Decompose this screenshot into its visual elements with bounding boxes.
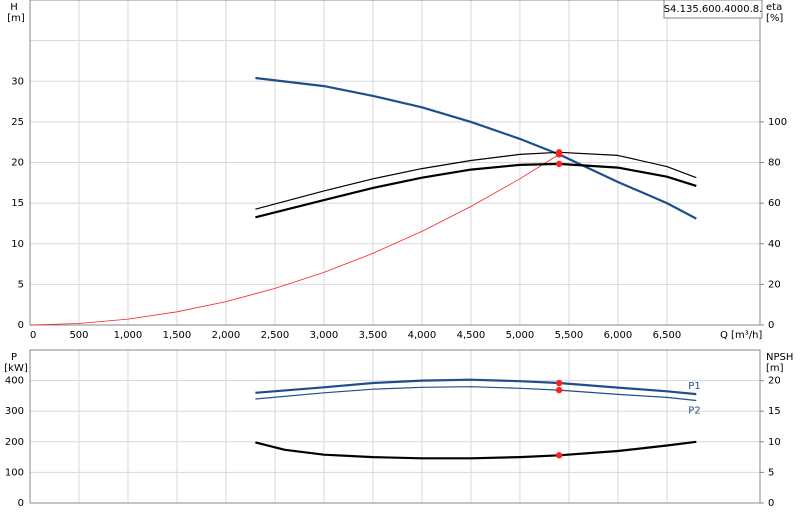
curve xyxy=(255,440,697,460)
curve xyxy=(29,154,560,326)
x-tick-label: 2,000 xyxy=(212,330,241,341)
y2-tick-label: 100 xyxy=(768,117,787,128)
x-tick-label: 3,000 xyxy=(310,330,339,341)
y-tick-label: 10 xyxy=(11,239,24,250)
y-tick-label: 25 xyxy=(11,117,24,128)
series-label: P1 xyxy=(688,381,700,392)
y2-tick-label: 5 xyxy=(768,467,774,478)
plot-frame xyxy=(29,349,761,504)
y2-axis-unit: [%] xyxy=(766,13,783,24)
x-tick-label: 5,000 xyxy=(506,330,535,341)
x-tick-label: 0 xyxy=(30,330,36,341)
duty-point xyxy=(555,160,563,168)
y-tick-label: 100 xyxy=(5,467,24,478)
y2-tick-label: 40 xyxy=(768,239,781,250)
y2-tick-label: 10 xyxy=(768,437,781,448)
chart-title: S4.135.600.4000.8. xyxy=(664,4,763,15)
y-tick-label: 0 xyxy=(18,498,24,509)
series-label: P2 xyxy=(688,405,700,416)
x-tick-label: 2,500 xyxy=(261,330,290,341)
curve xyxy=(255,162,697,219)
y-tick-label: 400 xyxy=(5,376,24,387)
y-axis-unit: [kW] xyxy=(4,363,28,374)
y-tick-label: 20 xyxy=(11,158,24,169)
duty-point xyxy=(555,379,563,387)
duty-point xyxy=(555,386,563,394)
x-tick-label: 4,000 xyxy=(408,330,437,341)
y-axis-unit: [m] xyxy=(7,13,25,24)
x-tick-label: 3,500 xyxy=(359,330,388,341)
x-tick-label: 1,500 xyxy=(163,330,192,341)
y-tick-label: 15 xyxy=(11,198,24,209)
y2-axis-unit: [m] xyxy=(766,363,784,374)
y-axis-label: P xyxy=(11,352,17,363)
y-tick-label: 300 xyxy=(5,406,24,417)
y2-axis-label: eta xyxy=(766,2,782,13)
plot-frame xyxy=(29,0,761,326)
curve xyxy=(255,386,697,402)
duty-point xyxy=(555,452,563,459)
duty-point xyxy=(555,149,563,156)
x-tick-label: 6,500 xyxy=(653,330,682,341)
x-tick-label: 4,500 xyxy=(457,330,486,341)
y-tick-label: 30 xyxy=(11,76,24,87)
y2-tick-label: 80 xyxy=(768,158,781,169)
x-tick-label: 5,500 xyxy=(555,330,584,341)
y2-tick-label: 15 xyxy=(768,406,781,417)
y2-tick-label: 60 xyxy=(768,198,781,209)
title-box xyxy=(663,0,763,19)
y-tick-label: 5 xyxy=(18,279,24,290)
y2-tick-label: 0 xyxy=(768,498,774,509)
curve xyxy=(255,76,697,220)
y2-tick-label: 0 xyxy=(768,320,774,331)
x-tick-label: 6,000 xyxy=(604,330,633,341)
y2-tick-label: 20 xyxy=(768,279,781,290)
y-tick-label: 0 xyxy=(18,320,24,331)
curve xyxy=(255,151,697,210)
y2-tick-label: 20 xyxy=(768,376,781,387)
curve xyxy=(255,378,697,396)
y-axis-label: H xyxy=(10,2,18,13)
x-tick-label: 500 xyxy=(69,330,88,341)
x-axis-label: Q [m³/h] xyxy=(720,330,762,341)
x-tick-label: 1,000 xyxy=(114,330,143,341)
y2-axis-label: NPSH xyxy=(766,352,793,363)
y-tick-label: 200 xyxy=(5,437,24,448)
